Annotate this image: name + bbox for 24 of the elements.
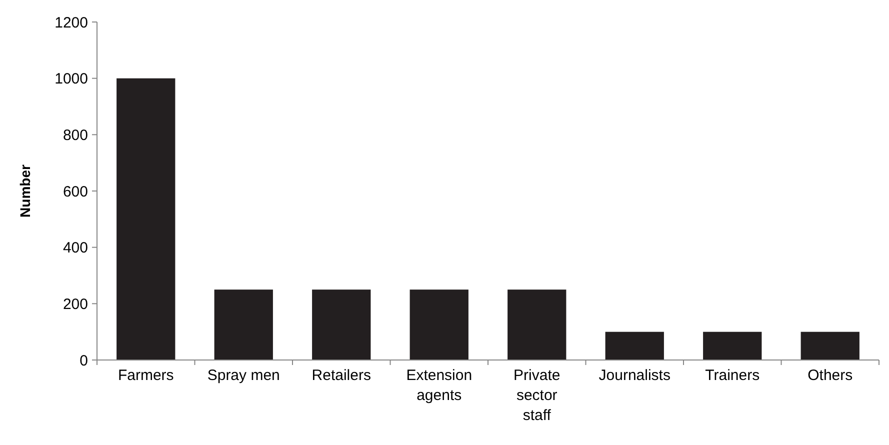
y-tick-label: 800 bbox=[62, 126, 88, 144]
y-axis-title: Number bbox=[17, 164, 33, 218]
y-tick-label: 400 bbox=[62, 240, 88, 257]
bar bbox=[800, 332, 860, 360]
bar bbox=[312, 290, 371, 360]
x-tick-label: Retailers bbox=[312, 367, 371, 384]
y-tick-label: 1200 bbox=[54, 14, 88, 32]
bar bbox=[410, 290, 468, 360]
x-tick-label: Extension agents bbox=[406, 367, 472, 404]
y-tick-label: 200 bbox=[62, 296, 88, 313]
x-tick-label: Others bbox=[808, 367, 853, 384]
x-tick-label: Journalists bbox=[598, 367, 670, 384]
x-tick-label: Farmers bbox=[118, 367, 174, 384]
bar bbox=[605, 332, 664, 360]
bar bbox=[116, 78, 176, 360]
x-tick-label: Private sector staff bbox=[514, 367, 560, 424]
y-tick-label: 600 bbox=[62, 183, 88, 200]
bar bbox=[703, 332, 762, 360]
y-tick-label: 1000 bbox=[54, 70, 88, 88]
bar bbox=[214, 290, 273, 360]
bar bbox=[508, 290, 566, 360]
x-tick-label: Trainers bbox=[705, 367, 760, 384]
x-tick-label: Spray men bbox=[207, 367, 280, 384]
y-tick-label: 0 bbox=[80, 352, 88, 370]
